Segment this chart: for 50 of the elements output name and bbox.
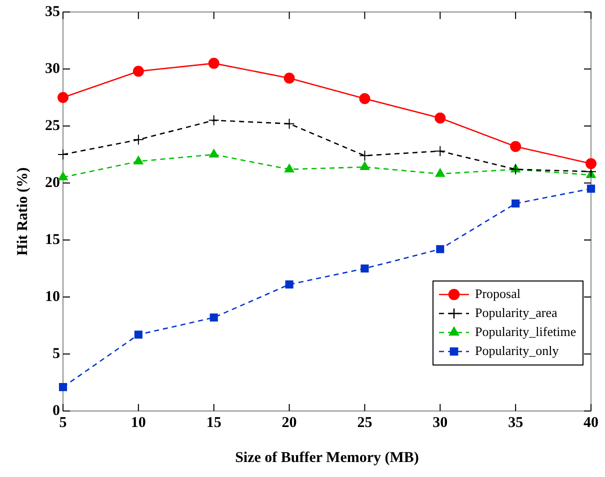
- point: [435, 168, 445, 177]
- y-tick-label: 30: [45, 60, 60, 77]
- point: [58, 149, 68, 160]
- point: [360, 162, 370, 170]
- point: [436, 245, 444, 254]
- point: [359, 150, 370, 162]
- x-tick-label: 35: [508, 414, 524, 431]
- x-tick-label: 40: [584, 414, 598, 431]
- point: [284, 118, 295, 130]
- point: [132, 66, 144, 77]
- x-tick-label: 30: [432, 414, 448, 431]
- point: [510, 141, 522, 152]
- x-tick-label: 10: [130, 414, 146, 431]
- point: [58, 172, 68, 180]
- point: [58, 383, 68, 392]
- y-tick-label: 25: [45, 118, 60, 134]
- y-tick-label: 10: [45, 288, 60, 305]
- point: [132, 134, 144, 146]
- point: [208, 114, 220, 126]
- x-tick-label: 15: [206, 414, 222, 431]
- point: [284, 164, 294, 172]
- y-tick-label: 20: [45, 174, 60, 191]
- point: [360, 264, 369, 273]
- legend-label: Popularity_lifetime: [475, 324, 576, 339]
- point: [134, 330, 142, 339]
- point: [210, 313, 218, 322]
- point: [285, 280, 294, 288]
- legend-label: Popularity_only: [475, 342, 560, 358]
- point: [208, 58, 220, 69]
- y-tick-label: 15: [45, 232, 60, 248]
- point: [510, 164, 522, 175]
- y-tick-label: 0: [52, 402, 60, 419]
- point: [434, 146, 446, 157]
- point: [586, 158, 596, 170]
- point: [209, 149, 219, 158]
- y-tick-label: 35: [45, 4, 60, 20]
- x-tick-label: 25: [357, 414, 372, 431]
- legend-label: Popularity_area: [475, 304, 558, 320]
- x-tick-label: 20: [282, 414, 297, 431]
- point: [512, 199, 520, 208]
- y-axis-title: Hit Ratio (%): [14, 167, 31, 256]
- point: [58, 92, 68, 103]
- point: [134, 156, 144, 164]
- point: [434, 112, 446, 124]
- point: [359, 93, 370, 104]
- legend-label: Proposal: [475, 286, 521, 301]
- y-tick-label: 5: [52, 346, 60, 362]
- x-axis-title: Size of Buffer Memory (MB): [235, 450, 419, 466]
- point: [586, 184, 596, 193]
- point: [284, 72, 295, 84]
